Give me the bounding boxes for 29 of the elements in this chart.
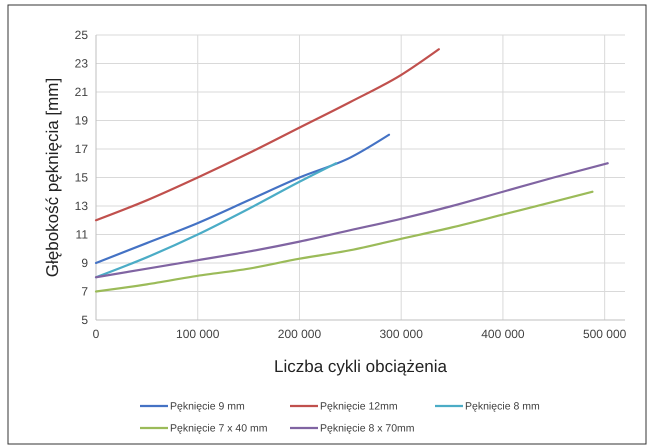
- x-tick-label: 200 000: [278, 327, 322, 341]
- x-tick-label: 300 000: [379, 327, 424, 341]
- x-tick-label: 0: [92, 327, 100, 341]
- line-series: [94, 162, 609, 278]
- legend-label: Pęknięcie 8 mm: [465, 400, 540, 413]
- y-tick-label: 11: [76, 228, 88, 242]
- y-tick-label: 13: [74, 199, 88, 214]
- x-tick-label: 400 000: [481, 327, 525, 341]
- y-tick-label: 25: [74, 28, 88, 42]
- y-tick-label: 5: [81, 313, 88, 328]
- y-tick-label: 17: [74, 142, 88, 156]
- line-series: [94, 190, 594, 293]
- line-series: [94, 48, 440, 222]
- legend-label: Pęknięcie 9 mm: [170, 400, 245, 413]
- line-series: [94, 162, 338, 278]
- x-tick-label: 100 000: [176, 327, 220, 341]
- legend-label: Pęknięcie 8 x 70mm: [320, 422, 415, 435]
- legend-label: Pęknięcie 7 x 40 mm: [170, 422, 268, 435]
- y-tick-label: 23: [74, 56, 88, 71]
- y-tick-label: 7: [81, 284, 88, 299]
- y-axis-title: Głębokość pęknięcia [mm]: [43, 78, 62, 278]
- legend-label: Pęknięcie 12mm: [320, 400, 398, 413]
- y-tick-label: 21: [74, 85, 88, 100]
- y-tick-label: 19: [74, 114, 88, 128]
- line-series: [94, 134, 390, 264]
- x-tick-label: 500 000: [582, 327, 627, 341]
- x-axis-title: Liczba cykli obciążenia: [274, 357, 448, 376]
- y-tick-label: 15: [74, 170, 88, 185]
- y-tick-label: 9: [81, 256, 88, 270]
